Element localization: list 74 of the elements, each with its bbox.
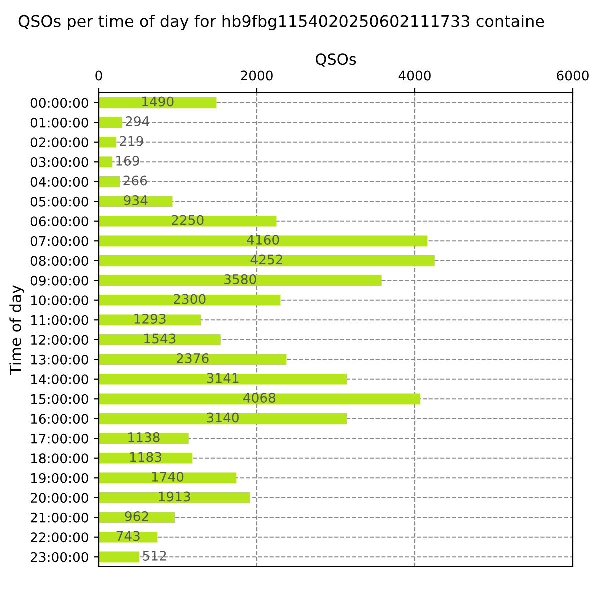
bar xyxy=(99,532,158,543)
y-axis-title: Time of day xyxy=(10,285,24,376)
data-label: 1913 xyxy=(159,492,190,502)
y-tick-label: 05:00:00 xyxy=(30,196,88,207)
chart-title: QSOs per time of day for hb9fbg1154020250602111733 containe xyxy=(18,15,544,30)
y-tick-label: 12:00:00 xyxy=(31,335,88,346)
data-label: 4252 xyxy=(250,254,282,265)
data-label: 2250 xyxy=(172,215,204,226)
bar xyxy=(99,433,189,444)
y-tick-label: 15:00:00 xyxy=(31,394,88,404)
y-tick-label: 19:00:00 xyxy=(31,473,88,484)
bar xyxy=(99,176,120,188)
bar xyxy=(99,275,382,286)
bar xyxy=(99,156,112,168)
data-label: 4068 xyxy=(244,392,276,403)
data-label: 1293 xyxy=(134,314,166,324)
bar xyxy=(99,452,192,464)
bar xyxy=(99,196,173,208)
bar xyxy=(99,236,428,247)
bar xyxy=(99,136,116,148)
data-label: 934 xyxy=(124,195,148,206)
y-tick-label: 07:00:00 xyxy=(30,236,88,246)
bar xyxy=(99,552,140,563)
bar xyxy=(99,512,175,524)
bar xyxy=(99,472,236,484)
data-label: 3141 xyxy=(207,373,239,384)
data-label: 2376 xyxy=(177,353,209,364)
x-tick-label: 2000 xyxy=(241,70,273,81)
y-tick-label: 09:00:00 xyxy=(30,276,88,286)
y-tick-label: 23:00:00 xyxy=(30,552,88,562)
data-label: 4160 xyxy=(247,234,280,245)
data-label: 1740 xyxy=(152,472,184,482)
data-label: 2300 xyxy=(174,294,206,304)
y-tick-label: 21:00:00 xyxy=(30,512,88,523)
y-tick-label: 20:00:00 xyxy=(30,493,88,504)
bar xyxy=(99,413,348,424)
x-tick-label: 4000 xyxy=(398,70,431,81)
data-label: 1138 xyxy=(128,432,160,442)
y-tick-label: 00:00:00 xyxy=(30,98,88,108)
data-label: 3580 xyxy=(224,274,256,284)
y-tick-label: 16:00:00 xyxy=(31,414,88,424)
y-tick-label: 10:00:00 xyxy=(31,296,88,306)
bar xyxy=(99,255,435,266)
bar xyxy=(99,294,281,306)
x-tick-label: 0 xyxy=(96,70,102,81)
data-label: 743 xyxy=(116,531,140,542)
y-tick-label: 01:00:00 xyxy=(30,118,88,128)
bar xyxy=(99,314,202,326)
y-tick-label: 14:00:00 xyxy=(31,374,88,385)
y-tick-label: 06:00:00 xyxy=(30,216,88,227)
x-axis-title: QSOs xyxy=(316,54,356,67)
y-tick-label: 11:00:00 xyxy=(31,315,88,326)
data-label: 962 xyxy=(125,511,148,522)
y-tick-label: 18:00:00 xyxy=(31,454,88,464)
x-tick-label: 6000 xyxy=(557,70,589,81)
bar xyxy=(99,394,420,405)
data-label: 3140 xyxy=(207,412,239,423)
bar xyxy=(99,216,277,227)
y-tick-label: 02:00:00 xyxy=(30,138,88,148)
y-tick-label: 03:00:00 xyxy=(30,157,88,168)
y-tick-label: 17:00:00 xyxy=(31,434,88,444)
y-tick-label: 08:00:00 xyxy=(30,256,88,266)
data-label: 1543 xyxy=(144,334,176,344)
bar xyxy=(99,492,250,504)
y-tick-label: 22:00:00 xyxy=(30,532,88,543)
bar xyxy=(99,354,287,366)
y-tick-label: 13:00:00 xyxy=(31,354,88,365)
data-label: 1183 xyxy=(130,452,162,462)
bar xyxy=(99,117,122,128)
bar xyxy=(99,97,217,108)
bar xyxy=(99,374,348,385)
bar xyxy=(99,334,221,346)
y-tick-label: 04:00:00 xyxy=(30,177,88,188)
data-label: 1490 xyxy=(142,96,174,107)
